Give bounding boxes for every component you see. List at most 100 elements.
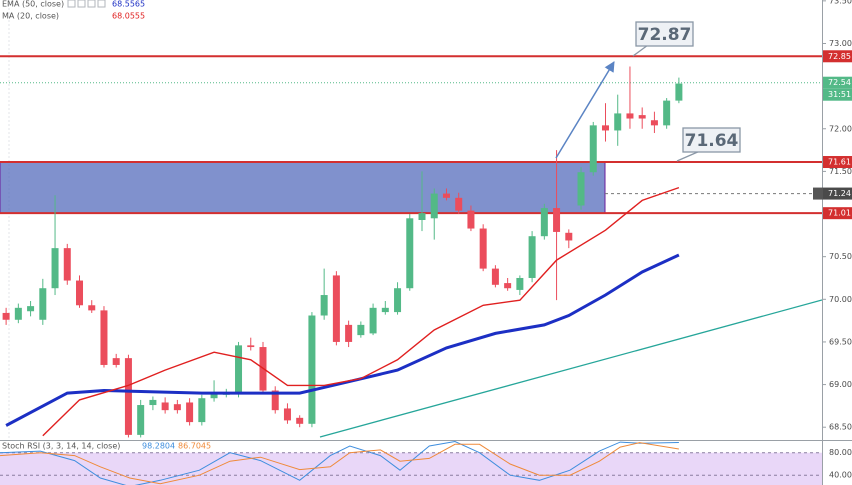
candle-body [430, 193, 438, 219]
y-tick-label: 69.00 [829, 380, 852, 389]
overbought-band [0, 452, 822, 485]
candle-body [394, 288, 402, 313]
candle-body [137, 405, 145, 435]
last-price-badge-bg [823, 76, 852, 89]
candle-body [235, 345, 243, 393]
candle-body [51, 248, 59, 289]
candle-body [210, 392, 218, 399]
legend-icon [67, 0, 76, 8]
stoch-tick-label: 80.00 [829, 448, 852, 457]
candle-body [2, 312, 10, 320]
legend-value: 68.5565 [112, 0, 145, 9]
legend: EMA (50, close) 68.5565 MA (20, close) 68.0… [2, 0, 211, 451]
legend-icon [77, 0, 86, 8]
candle-body [540, 208, 548, 237]
annotation: 71.64 [685, 131, 739, 151]
y-tick-label: 68.50 [829, 423, 852, 432]
y-tick-label: 73.00 [829, 39, 852, 48]
y-tick-label: 70.00 [829, 295, 852, 304]
candle-body [112, 358, 120, 365]
candle-body [455, 197, 463, 211]
candle-body [565, 232, 573, 241]
candle-body [63, 248, 71, 281]
candle-body [198, 398, 206, 423]
legend-value: 68.0555 [112, 12, 145, 21]
candle-body [296, 417, 304, 424]
level-badge-bg [823, 156, 852, 169]
annotation-box [635, 21, 694, 47]
y-tick-label: 72.00 [829, 124, 852, 133]
legend-icon [97, 0, 106, 8]
candle-body [345, 324, 353, 342]
candle-body [675, 83, 683, 101]
candle-body [369, 307, 377, 334]
candle-body [601, 125, 609, 131]
stoch-d-line [0, 442, 679, 485]
y-tick-label: 69.50 [829, 337, 852, 346]
candle-body [100, 310, 108, 365]
candle-body [663, 100, 671, 126]
stoch-legend-label: Stoch RSI (3, 3, 14, 14, close) [2, 442, 120, 451]
candle-body [650, 120, 658, 126]
stoch-pane: 80.00 40.00 [0, 441, 852, 485]
price-axis: 73.50 73.00 72.00 71.50 70.50 70.00 69.50 69.00… [822, 0, 852, 432]
crosshair-badge-bg [823, 187, 852, 200]
candle-body [161, 402, 169, 411]
candle-body [626, 113, 634, 119]
stoch-plot [0, 441, 822, 485]
level-badge-bg [823, 50, 852, 63]
stoch-legend-value: 86.7045 [178, 442, 211, 451]
candle-body [381, 307, 389, 313]
candle-body [149, 399, 157, 406]
stoch-legend-value: 98.2804 [142, 442, 175, 451]
y-tick-label: 71.50 [829, 167, 852, 176]
crosshair-badge: 71.24 [828, 189, 851, 198]
candle-body [357, 324, 365, 336]
countdown-bg [823, 88, 852, 101]
candle-body [88, 305, 96, 311]
candle-body [479, 228, 487, 269]
candle-body [528, 236, 536, 278]
indicator-line [42, 186, 680, 437]
candle-body [271, 390, 279, 411]
candle-body [332, 275, 340, 342]
countdown: 31:51 [828, 90, 851, 99]
candle-body [638, 115, 646, 119]
trend-line [319, 299, 822, 438]
candle-body [516, 277, 524, 290]
level-badge: 72.85 [828, 52, 851, 61]
candle-body [186, 402, 194, 423]
crosshair-button [813, 187, 823, 200]
supply-zone [0, 161, 606, 214]
candle-body [614, 113, 622, 131]
indicator-line [5, 253, 680, 427]
candle-body [577, 172, 585, 206]
candle-body [418, 213, 426, 220]
candle-body [247, 345, 255, 348]
candle-body [589, 125, 597, 173]
level-badge-bg [823, 207, 852, 220]
candle-body [491, 268, 499, 285]
y-tick-label: 73.50 [829, 0, 852, 5]
drawn-arrow [555, 61, 615, 159]
candle-body [173, 404, 181, 411]
annotation: 72.87 [638, 25, 692, 45]
annotation-box [682, 127, 741, 153]
last-price-badge: 72.54 [828, 78, 851, 87]
candle-body [76, 280, 84, 306]
callout-pointer [676, 150, 701, 162]
candle-body [39, 288, 47, 320]
candle-body [406, 218, 414, 289]
candle-body [467, 210, 475, 229]
candle-body [442, 193, 450, 198]
stoch-tick-label: 40.00 [829, 471, 852, 480]
candle-body [14, 307, 22, 320]
candle-body [504, 283, 512, 289]
legend-label: EMA (50, close) [2, 0, 64, 9]
legend-label: MA (20, close) [2, 12, 59, 21]
level-badge: 71.01 [828, 209, 851, 218]
candle-body [320, 295, 328, 316]
callout-pointer [632, 44, 649, 57]
y-tick-label: 70.50 [829, 252, 852, 261]
